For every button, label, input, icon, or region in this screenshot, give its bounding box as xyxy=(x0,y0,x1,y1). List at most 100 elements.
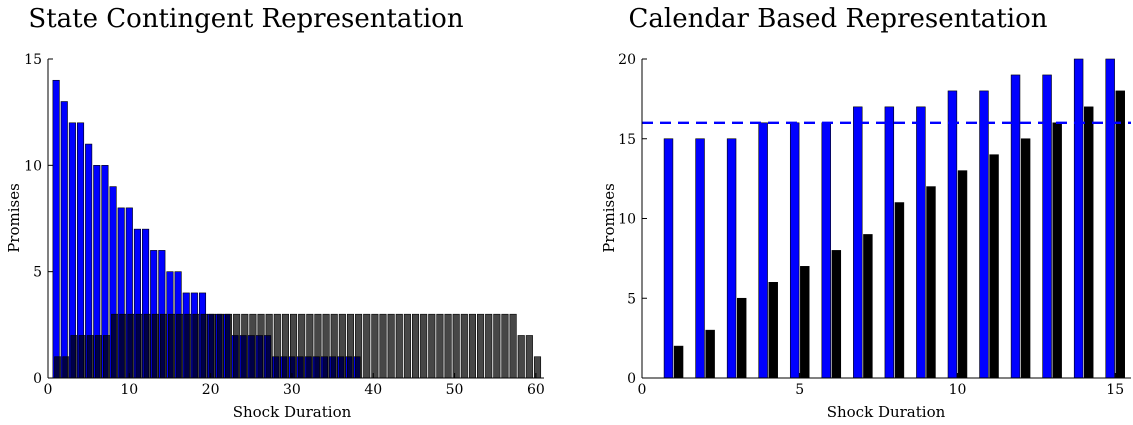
left-chart-bar-s2-28 xyxy=(273,313,281,379)
right-chart-bar-s2-12 xyxy=(1020,138,1031,379)
left-chart-y-axis-label: Promises xyxy=(5,183,23,253)
left-chart-x-tick-label-10: 10 xyxy=(120,382,138,398)
left-chart-bar-s2-14 xyxy=(159,313,168,379)
right-chart-y-tick-label-10: 10 xyxy=(618,212,636,228)
left-chart-x-tick-label-40: 40 xyxy=(364,382,382,398)
left-chart-x-tick-label-60: 60 xyxy=(527,382,545,398)
right-chart-bar-s1-8 xyxy=(884,106,895,379)
left-chart-bar-s2-52 xyxy=(468,313,476,379)
left-chart-bar-s2-45 xyxy=(411,313,420,379)
left-chart-bar-s2-39 xyxy=(363,313,371,379)
left-chart-bar-s2-53 xyxy=(477,313,485,379)
left-chart-bar-s2-15 xyxy=(168,313,176,379)
left-chart-bar-s2-4 xyxy=(78,335,86,379)
right-chart-bar-s1-9 xyxy=(916,106,926,379)
right-chart-x-tick-label-0: 0 xyxy=(638,382,647,398)
right-chart-bar-s1-5 xyxy=(789,122,800,379)
left-chart-bar-s2-16 xyxy=(176,313,184,379)
left-chart-bar-s2-12 xyxy=(143,313,151,379)
left-chart-bar-s2-40 xyxy=(371,313,379,379)
right-chart-x-tick-label-5: 5 xyxy=(795,382,804,398)
left-chart-bar-s2-17 xyxy=(184,313,192,379)
left-chart: State Contingent Representation Shock Du… xyxy=(5,4,545,421)
right-chart-bar-s1-15 xyxy=(1105,58,1115,379)
left-chart-y-tick-label-15: 15 xyxy=(24,52,42,68)
left-chart-bar-s2-30 xyxy=(290,313,298,379)
left-chart-bar-s2-43 xyxy=(395,313,403,379)
left-chart-bar-s2-36 xyxy=(338,313,346,379)
right-chart-bar-s1-14 xyxy=(1073,58,1084,379)
left-chart-bar-s2-27 xyxy=(265,313,273,379)
left-chart-bar-s2-6 xyxy=(94,335,102,379)
left-chart-x-tick-label-50: 50 xyxy=(446,382,464,398)
left-chart-bar-s2-1 xyxy=(54,356,62,379)
left-chart-bar-s2-23 xyxy=(233,313,241,379)
left-chart-bar-s2-21 xyxy=(216,313,224,379)
right-chart-bar-s1-10 xyxy=(947,90,958,379)
left-chart-bar-s2-59 xyxy=(525,335,533,379)
left-chart-bar-s2-8 xyxy=(111,313,119,379)
right-chart-bars xyxy=(663,58,1125,379)
left-chart-bar-s2-58 xyxy=(517,335,525,379)
right-chart-y-tick-label-5: 5 xyxy=(627,291,636,307)
left-chart-bar-s2-10 xyxy=(127,313,135,379)
right-chart-bar-s2-4 xyxy=(768,281,778,379)
left-chart-bar-s2-37 xyxy=(346,313,355,379)
right-chart-bar-s2-13 xyxy=(1052,122,1062,379)
left-chart-bar-s2-20 xyxy=(208,313,216,379)
left-chart-title: State Contingent Representation xyxy=(28,4,463,34)
right-chart: Calendar Based Representation Shock Dura… xyxy=(600,4,1131,421)
left-chart-bar-s1-1 xyxy=(52,79,60,379)
left-chart-y-tick-label-0: 0 xyxy=(33,371,42,387)
right-chart-bar-s2-1 xyxy=(673,345,684,379)
left-chart-bar-s2-18 xyxy=(192,313,200,379)
left-chart-y-tick-label-10: 10 xyxy=(24,158,42,174)
right-chart-bar-s2-3 xyxy=(736,297,747,379)
left-chart-bar-s2-54 xyxy=(485,313,493,379)
left-chart-bar-s2-9 xyxy=(119,313,127,379)
left-chart-bar-s2-41 xyxy=(379,313,387,379)
left-chart-bar-s2-13 xyxy=(151,313,159,379)
left-chart-bar-s2-47 xyxy=(428,313,436,379)
left-chart-bar-s2-33 xyxy=(314,313,322,379)
left-chart-y-tick-label-5: 5 xyxy=(33,265,42,281)
left-chart-bar-s1-2 xyxy=(60,101,68,379)
right-chart-bar-s1-4 xyxy=(758,122,768,379)
left-chart-x-axis-label: Shock Duration xyxy=(233,403,352,421)
right-chart-y-axis-label: Promises xyxy=(600,183,618,253)
left-chart-bars xyxy=(52,79,542,379)
right-chart-title: Calendar Based Representation xyxy=(629,4,1048,34)
left-chart-bar-s2-44 xyxy=(403,313,411,379)
left-chart-bar-s2-60 xyxy=(533,356,542,379)
left-chart-bar-s2-48 xyxy=(436,313,444,379)
left-chart-bar-s2-22 xyxy=(224,313,233,379)
right-chart-bar-s2-5 xyxy=(800,266,810,379)
right-chart-y-tick-label-0: 0 xyxy=(627,371,636,387)
right-chart-bar-s2-6 xyxy=(831,250,842,379)
right-chart-bar-s2-11 xyxy=(989,154,999,379)
left-chart-bar-s2-29 xyxy=(281,313,289,379)
right-chart-bar-s1-13 xyxy=(1042,74,1052,379)
left-chart-bar-s2-38 xyxy=(355,313,363,379)
left-chart-bar-s2-34 xyxy=(322,313,330,379)
left-chart-bar-s2-3 xyxy=(70,335,78,379)
left-chart-bar-s2-32 xyxy=(306,313,314,379)
right-chart-x-tick-label-10: 10 xyxy=(949,382,967,398)
left-chart-bar-s2-25 xyxy=(249,313,257,379)
left-chart-bar-s2-26 xyxy=(257,313,265,379)
left-chart-bar-s2-5 xyxy=(86,335,94,379)
right-chart-bar-s1-2 xyxy=(695,138,705,379)
right-chart-bar-s1-6 xyxy=(821,122,831,379)
left-chart-bar-s2-11 xyxy=(135,313,143,379)
right-chart-bar-s1-7 xyxy=(853,106,863,379)
left-chart-bar-s2-46 xyxy=(420,313,428,379)
left-chart-bar-s2-51 xyxy=(460,313,468,379)
right-chart-bar-s2-15 xyxy=(1115,90,1125,379)
left-chart-bar-s2-42 xyxy=(387,313,395,379)
right-chart-bar-s2-9 xyxy=(926,186,936,379)
right-chart-bar-s2-10 xyxy=(957,170,968,379)
right-chart-bar-s1-3 xyxy=(726,138,737,379)
left-chart-bar-s2-24 xyxy=(241,313,249,379)
left-chart-bar-s2-55 xyxy=(493,313,501,379)
